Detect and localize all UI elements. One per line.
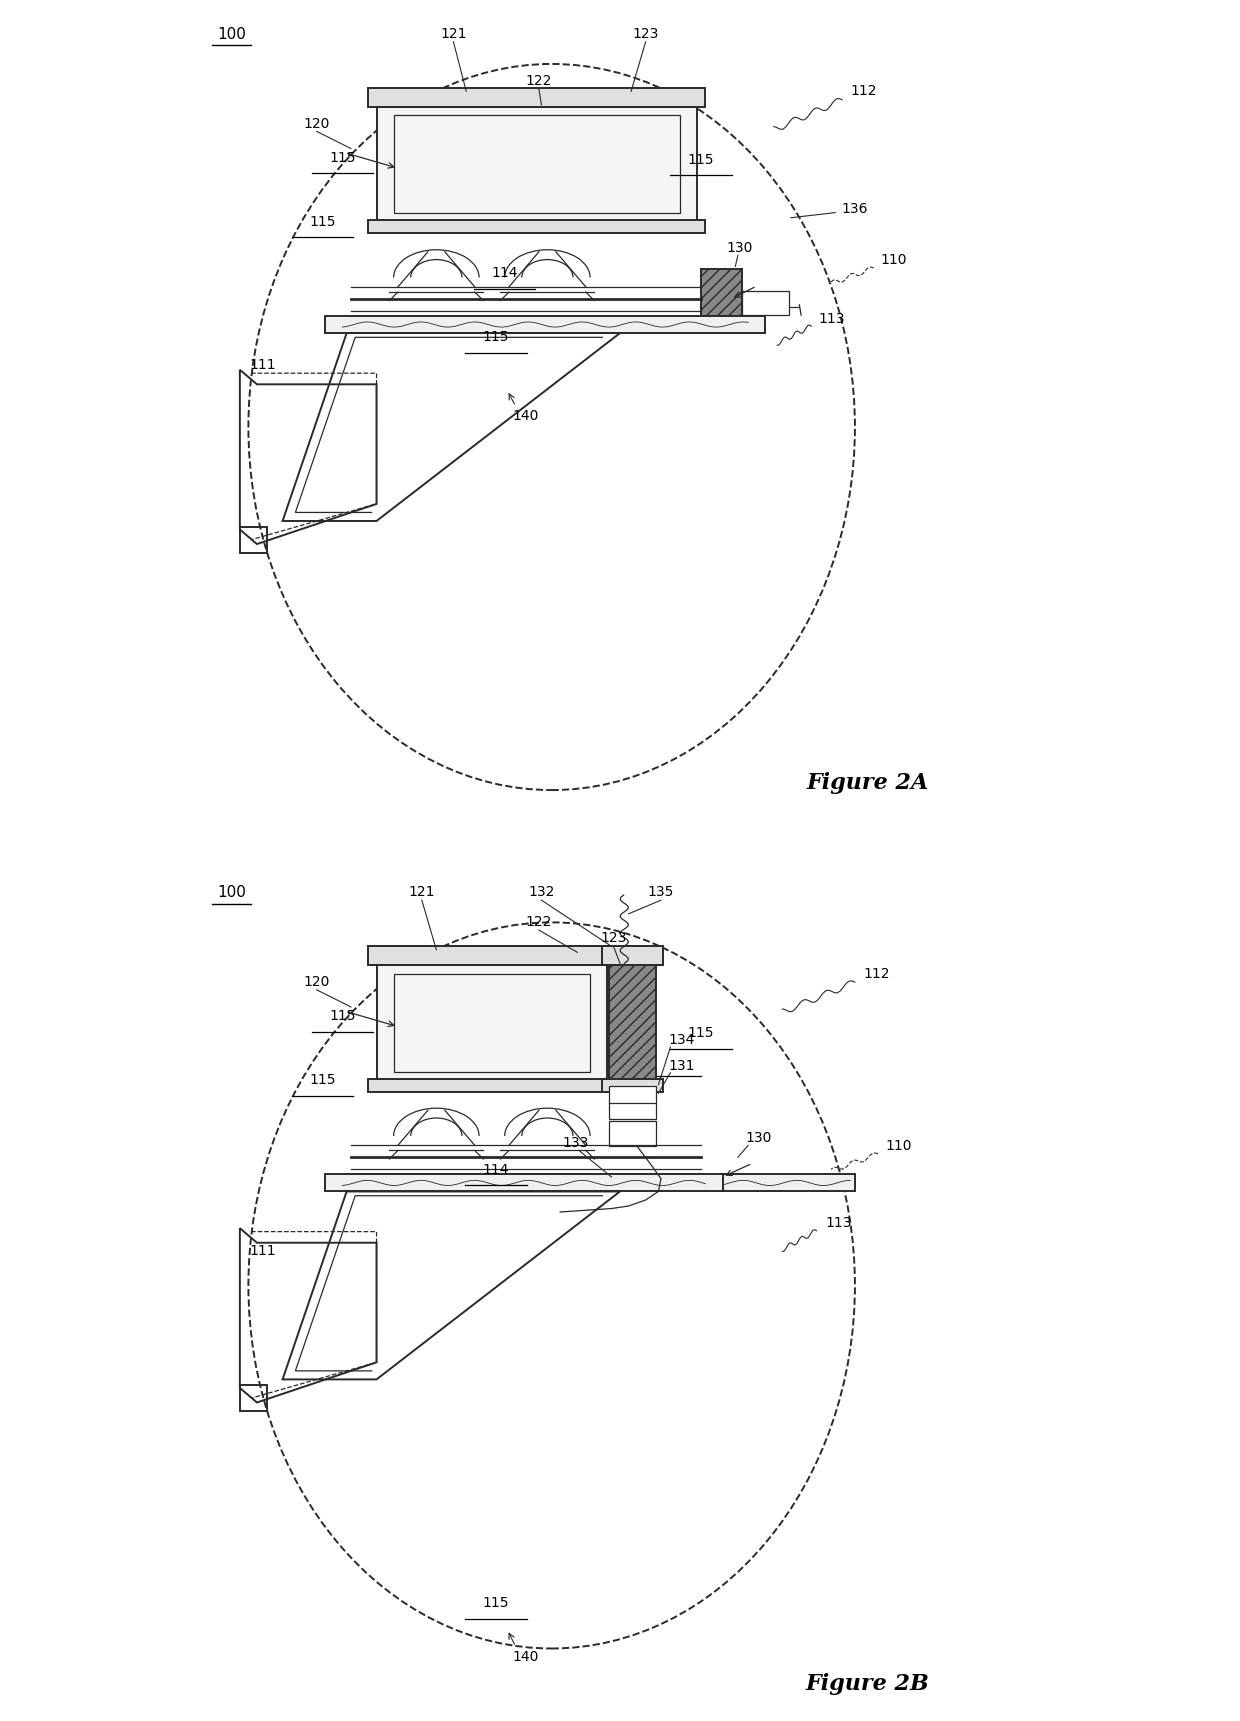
Text: 123: 123	[632, 28, 658, 41]
FancyBboxPatch shape	[701, 268, 743, 320]
Text: 130: 130	[745, 1131, 771, 1144]
FancyBboxPatch shape	[603, 947, 662, 965]
Text: 112: 112	[863, 967, 889, 981]
FancyBboxPatch shape	[377, 107, 697, 222]
Text: 130: 130	[727, 241, 753, 255]
Text: Figure 2A: Figure 2A	[806, 773, 929, 795]
Text: 115: 115	[688, 153, 714, 167]
FancyBboxPatch shape	[609, 1086, 656, 1119]
FancyBboxPatch shape	[609, 965, 656, 1081]
FancyBboxPatch shape	[368, 220, 706, 232]
FancyBboxPatch shape	[368, 1079, 616, 1091]
Text: 114: 114	[482, 1163, 510, 1177]
Text: 111: 111	[249, 1244, 277, 1258]
Text: 115: 115	[688, 1026, 714, 1041]
FancyBboxPatch shape	[603, 1079, 662, 1091]
Text: 120: 120	[304, 117, 330, 131]
Text: 112: 112	[851, 84, 877, 98]
Text: 122: 122	[526, 916, 552, 929]
Text: 140: 140	[513, 1650, 539, 1664]
Text: 121: 121	[408, 886, 435, 900]
FancyBboxPatch shape	[368, 88, 706, 107]
Text: 135: 135	[647, 886, 675, 900]
Text: 100: 100	[217, 26, 246, 41]
FancyBboxPatch shape	[325, 1174, 723, 1191]
FancyBboxPatch shape	[377, 965, 608, 1081]
Text: 131: 131	[668, 1058, 694, 1072]
Text: 115: 115	[310, 215, 336, 229]
Text: 115: 115	[482, 330, 510, 344]
Text: 133: 133	[563, 1136, 589, 1150]
FancyBboxPatch shape	[743, 291, 789, 315]
FancyBboxPatch shape	[368, 947, 616, 965]
Text: 123: 123	[600, 931, 626, 945]
Text: 115: 115	[310, 1074, 336, 1088]
Text: 132: 132	[528, 886, 554, 900]
Text: 140: 140	[513, 410, 539, 423]
Text: 111: 111	[249, 358, 277, 372]
Text: 114: 114	[491, 267, 518, 281]
Text: 100: 100	[217, 885, 246, 900]
Text: 113: 113	[818, 312, 846, 325]
Text: Figure 2B: Figure 2B	[806, 1673, 930, 1695]
Text: 110: 110	[885, 1139, 911, 1153]
Text: 120: 120	[304, 976, 330, 990]
Text: 121: 121	[440, 28, 466, 41]
Text: 115: 115	[482, 1595, 510, 1611]
FancyBboxPatch shape	[609, 1120, 656, 1146]
Text: 113: 113	[826, 1217, 852, 1231]
Text: 115: 115	[329, 151, 356, 165]
Text: 110: 110	[880, 253, 906, 267]
FancyBboxPatch shape	[723, 1174, 854, 1191]
Text: 136: 136	[842, 201, 868, 217]
Text: 115: 115	[329, 1009, 356, 1024]
Text: 122: 122	[526, 74, 552, 88]
FancyBboxPatch shape	[325, 317, 765, 334]
Text: 134: 134	[668, 1033, 694, 1048]
